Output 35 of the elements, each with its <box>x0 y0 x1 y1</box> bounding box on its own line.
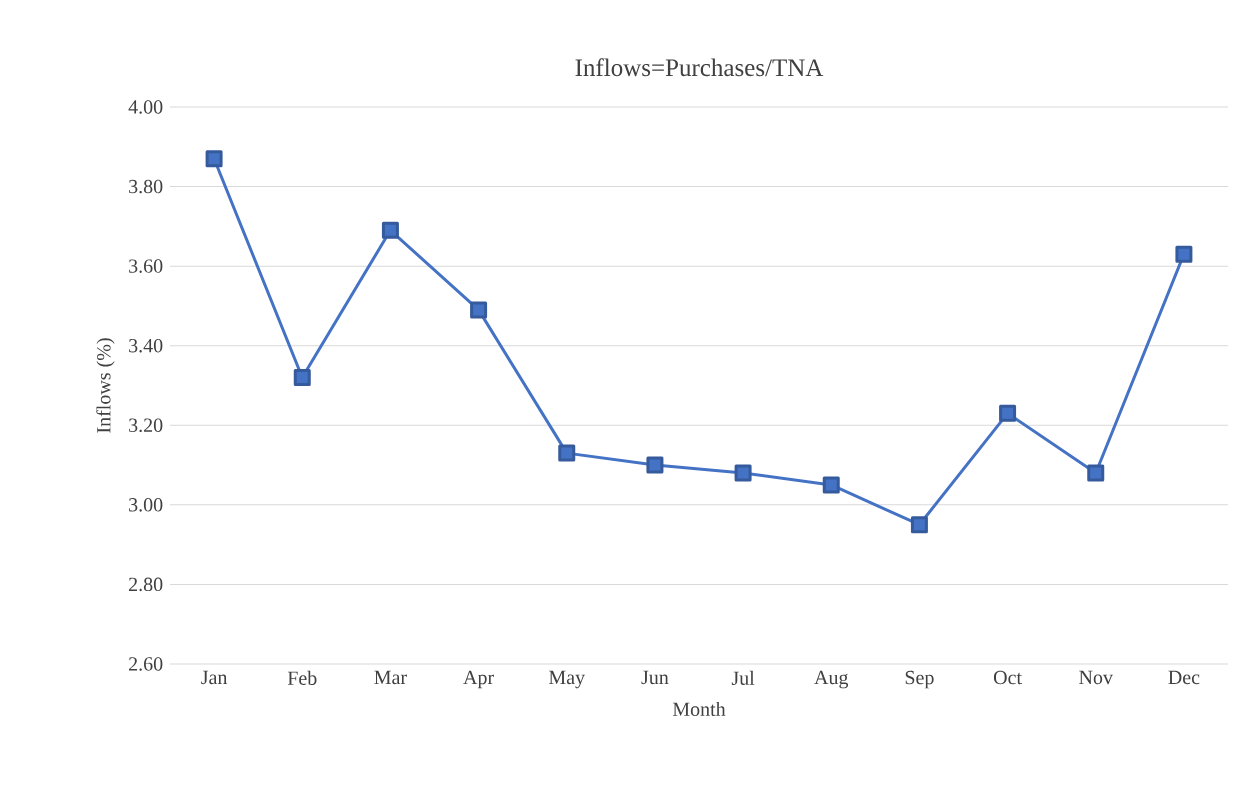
y-tick-label: 3.80 <box>129 179 163 194</box>
y-tick-label: 3.60 <box>129 259 163 273</box>
x-tick-label: Dec <box>1168 670 1200 685</box>
y-tick-label: 3.40 <box>129 338 163 353</box>
x-tick-label: Jul <box>731 670 755 685</box>
point <box>381 221 399 239</box>
x-tick-label: Apr <box>463 670 494 689</box>
x-tick-label: Oct <box>993 670 1022 685</box>
point <box>1087 464 1105 482</box>
y-tick-label: 2.60 <box>129 657 163 671</box>
point <box>1175 245 1193 263</box>
x-tick-label: Nov <box>1079 670 1113 685</box>
y-tick-label: 3.00 <box>129 498 163 512</box>
x-tick-label: Mar <box>374 670 407 685</box>
point <box>734 464 752 482</box>
y-tick-label: 3.20 <box>129 418 163 433</box>
x-tick-label: Jan <box>201 670 228 685</box>
x-axis-title: Month <box>672 701 726 716</box>
point <box>558 444 576 462</box>
point <box>999 404 1017 422</box>
x-tick-label: May <box>549 670 586 689</box>
point <box>822 476 840 494</box>
y-axis-title: Inflows (%) <box>96 338 115 433</box>
point <box>910 516 928 534</box>
point <box>205 150 223 168</box>
x-tick-label: Aug <box>814 670 849 689</box>
point <box>293 369 311 387</box>
y-tick-label: 4.00 <box>128 100 163 114</box>
chart-title: Inflows=Purchases/TNA <box>575 58 824 77</box>
point <box>470 301 488 319</box>
x-tick-label: Jun <box>641 670 669 685</box>
x-tick-label: Sep <box>905 670 934 689</box>
point <box>646 456 664 474</box>
x-tick-label: Feb <box>287 670 317 685</box>
y-tick-label: 2.80 <box>129 577 163 592</box>
